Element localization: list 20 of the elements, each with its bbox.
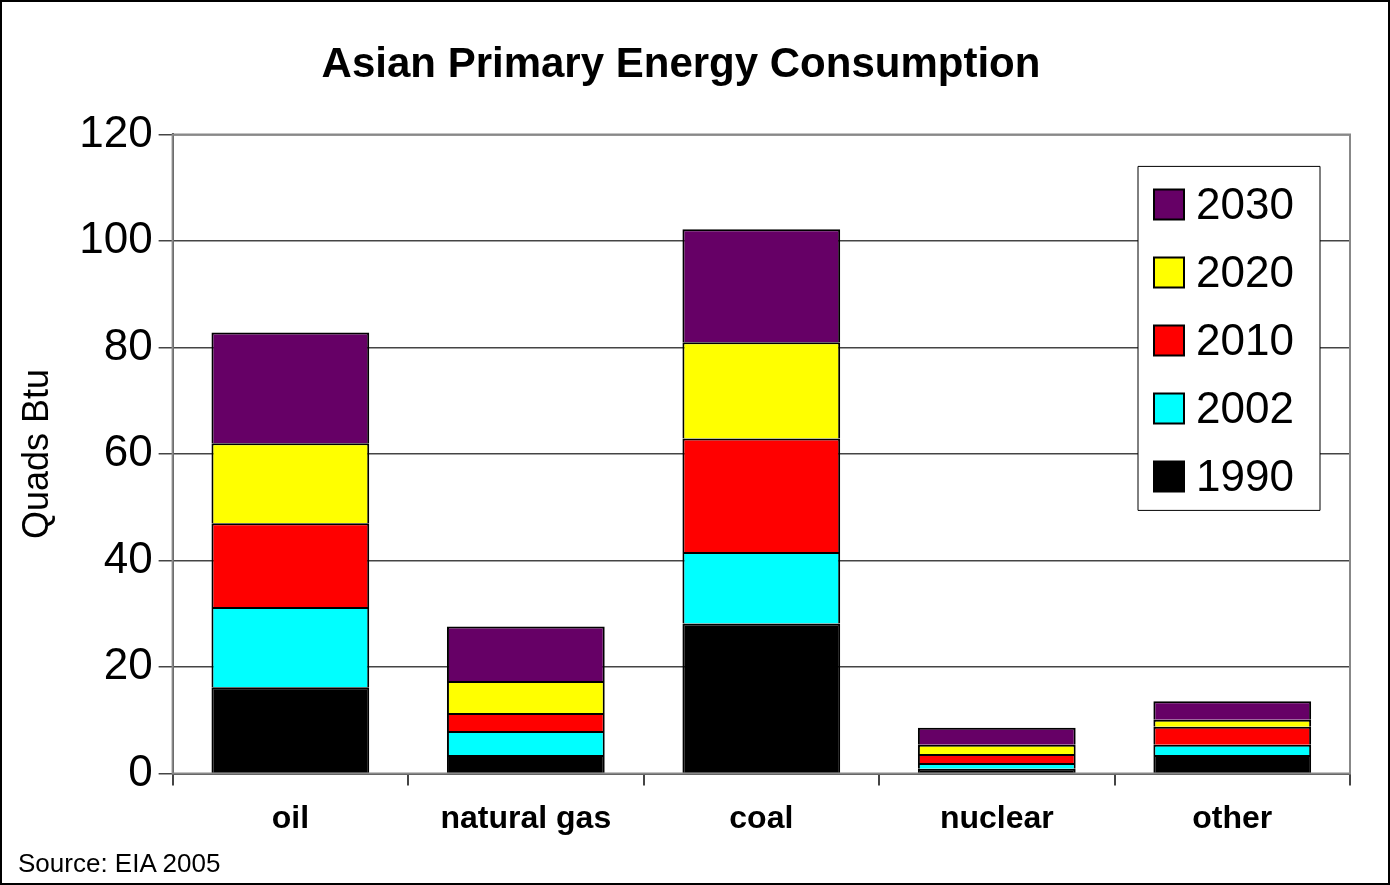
x-tick-label: natural gas: [440, 798, 612, 835]
y-tick-label: 40: [103, 532, 153, 582]
x-tick-label: other: [1192, 798, 1273, 835]
x-tick-label: nuclear: [939, 798, 1054, 835]
chart-title: Asian Primary Energy Consumption: [321, 38, 1041, 86]
y-tick-label: 60: [103, 426, 153, 476]
y-tick-label: 80: [103, 319, 153, 369]
y-tick-label: 20: [103, 639, 153, 689]
x-tick-label: coal: [729, 798, 794, 835]
legend-label: 2020: [1196, 246, 1294, 296]
legend-label: 2010: [1196, 314, 1294, 364]
y-tick-label: 0: [128, 745, 153, 795]
legend-label: 1990: [1196, 450, 1294, 500]
y-tick-label: 120: [79, 106, 153, 156]
y-tick-label: 100: [79, 213, 153, 263]
legend-label: 2030: [1196, 178, 1294, 228]
source-note: Source: EIA 2005: [18, 848, 221, 879]
legend-label: 2002: [1196, 382, 1294, 432]
y-axis-title: Quads Btu: [14, 368, 56, 540]
x-tick-label: oil: [271, 798, 310, 835]
